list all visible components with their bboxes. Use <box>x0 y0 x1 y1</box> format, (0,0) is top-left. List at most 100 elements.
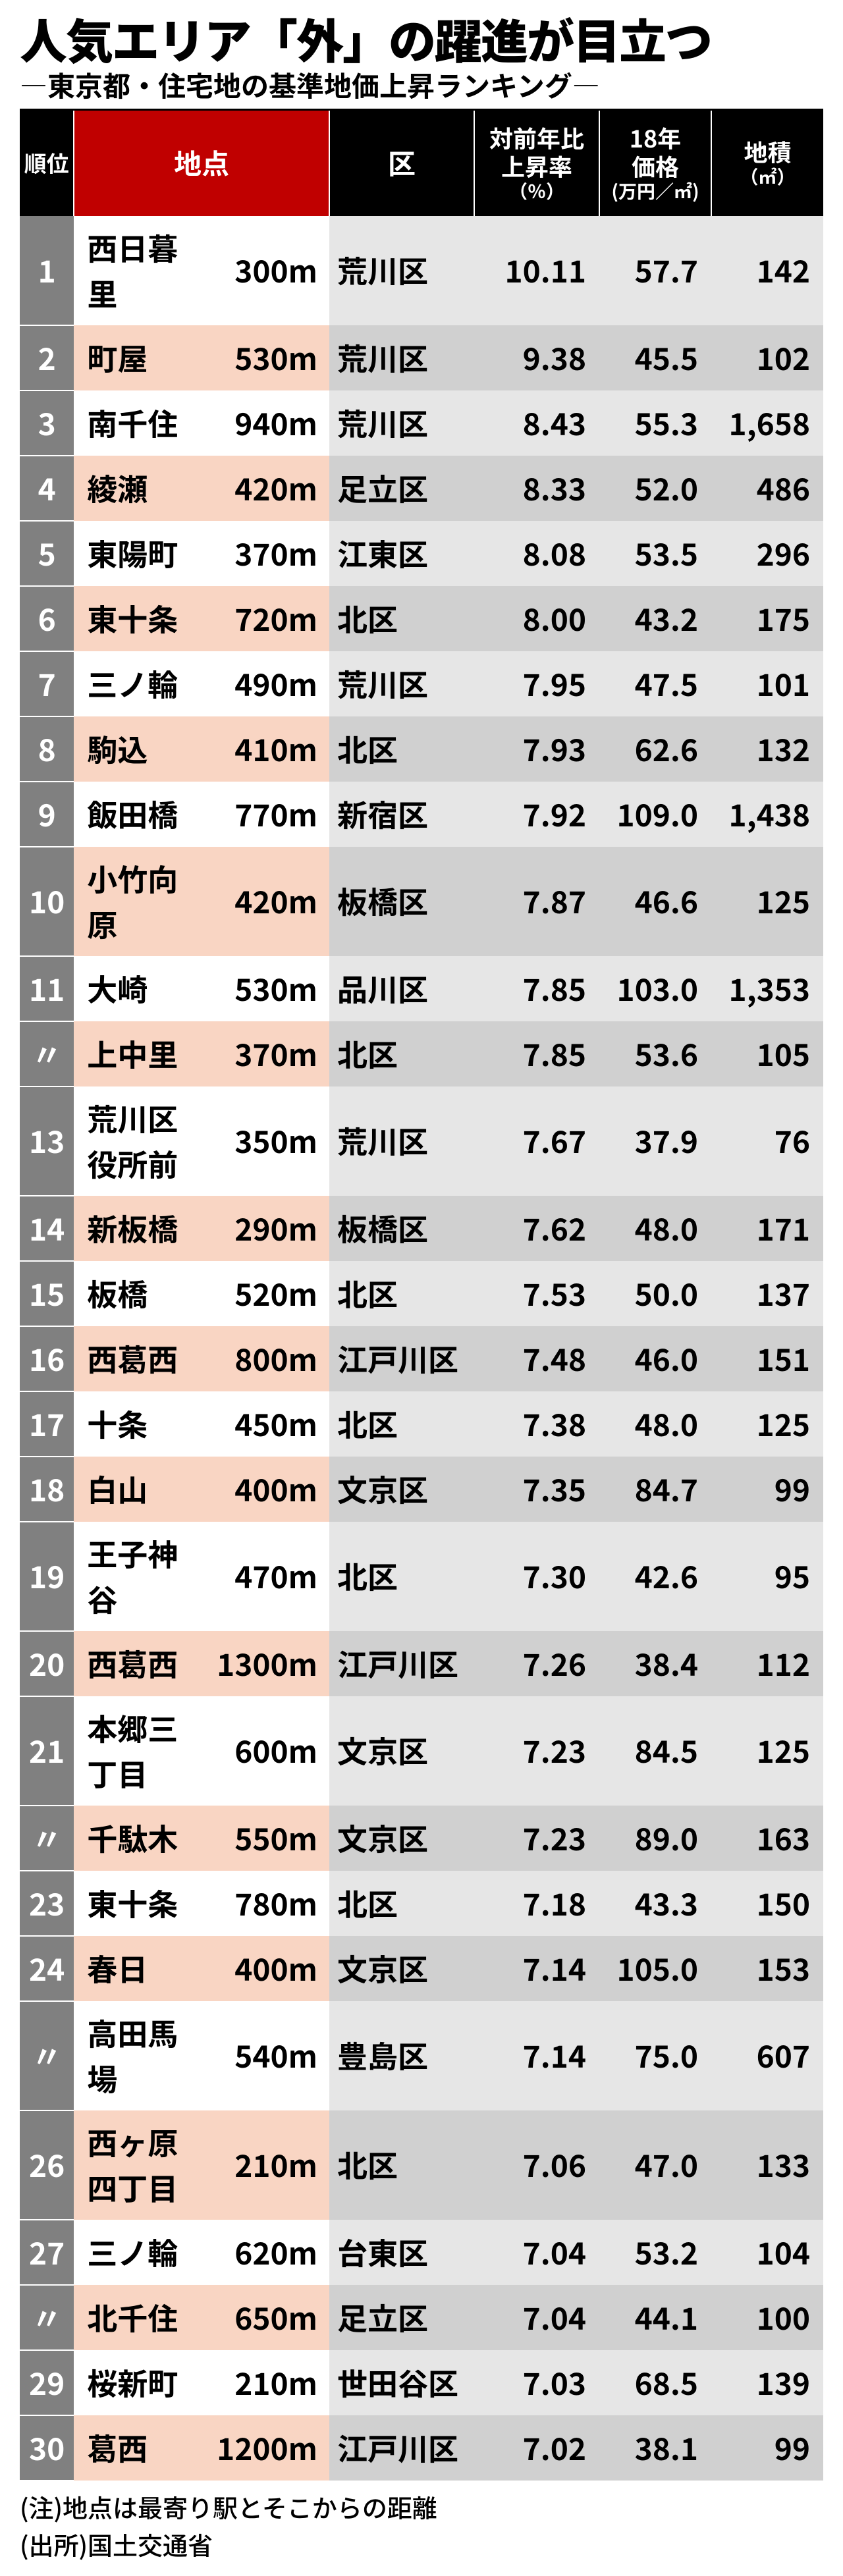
cell-rate: 7.38 <box>474 1391 599 1457</box>
cell-point-distance: 470m <box>207 1522 329 1631</box>
ranking-document: 人気エリア「外」の躍進が目立つ ―東京都・住宅地の基準地価上昇ランキング― 順位… <box>0 0 843 2576</box>
cell-rank: 14 <box>20 1196 74 1261</box>
cell-ward: 北区 <box>329 716 474 782</box>
cell-ward: 世田谷区 <box>329 2350 474 2415</box>
table-row: 19王子神谷470m北区7.3042.695 <box>20 1522 823 1631</box>
table-row: 11大崎530m品川区7.85103.01,353 <box>20 956 823 1021</box>
cell-point-name: 本郷三丁目 <box>74 1696 207 1806</box>
cell-point-name: 東十条 <box>74 586 207 651</box>
cell-area: 95 <box>711 1522 823 1631</box>
cell-rate: 7.92 <box>474 782 599 847</box>
cell-ward: 江戸川区 <box>329 2415 474 2481</box>
cell-rank: 23 <box>20 1871 74 1936</box>
cell-point-distance: 400m <box>207 1457 329 1522</box>
cell-area: 132 <box>711 716 823 782</box>
cell-ward: 江東区 <box>329 521 474 586</box>
cell-point-distance: 350m <box>207 1087 329 1196</box>
cell-point-distance: 540m <box>207 2001 329 2110</box>
cell-point-name: 千駄木 <box>74 1806 207 1871</box>
cell-ward: 江戸川区 <box>329 1631 474 1696</box>
cell-rank: 〃 <box>20 1021 74 1087</box>
cell-ward: 台東区 <box>329 2220 474 2285</box>
cell-price: 48.0 <box>599 1391 711 1457</box>
cell-price: 84.7 <box>599 1457 711 1522</box>
table-row: 10小竹向原420m板橋区7.8746.6125 <box>20 847 823 956</box>
table-row: 〃千駄木550m文京区7.2389.0163 <box>20 1806 823 1871</box>
cell-point-name: 大崎 <box>74 956 207 1021</box>
cell-point-name: 飯田橋 <box>74 782 207 847</box>
ranking-table: 順位 地点 区 対前年比 上昇率 （％） 18年 価格 (万円／㎡) 地積 （㎡… <box>20 111 823 2481</box>
cell-area: 76 <box>711 1087 823 1196</box>
cell-rate: 7.53 <box>474 1261 599 1326</box>
cell-area: 171 <box>711 1196 823 1261</box>
cell-rank: 7 <box>20 651 74 716</box>
cell-ward: 新宿区 <box>329 782 474 847</box>
cell-rate: 7.30 <box>474 1522 599 1631</box>
cell-point-name: 白山 <box>74 1457 207 1522</box>
cell-area: 133 <box>711 2110 823 2220</box>
cell-rate: 7.48 <box>474 1326 599 1391</box>
cell-ward: 荒川区 <box>329 390 474 456</box>
cell-point-name: 葛西 <box>74 2415 207 2481</box>
cell-price: 42.6 <box>599 1522 711 1631</box>
cell-price: 62.6 <box>599 716 711 782</box>
cell-point-name: 春日 <box>74 1936 207 2001</box>
main-title: 人気エリア「外」の躍進が目立つ <box>20 13 823 63</box>
cell-point-distance: 550m <box>207 1806 329 1871</box>
cell-area: 151 <box>711 1326 823 1391</box>
cell-rank: 15 <box>20 1261 74 1326</box>
header-point: 地点 <box>74 111 329 216</box>
cell-price: 105.0 <box>599 1936 711 2001</box>
cell-point-distance: 1300m <box>207 1631 329 1696</box>
cell-rate: 7.18 <box>474 1871 599 1936</box>
table-row: 7三ノ輪490m荒川区7.9547.5101 <box>20 651 823 716</box>
cell-ward: 北区 <box>329 2110 474 2220</box>
header-price: 18年 価格 (万円／㎡) <box>599 111 711 216</box>
table-row: 20西葛西1300m江戸川区7.2638.4112 <box>20 1631 823 1696</box>
cell-ward: 北区 <box>329 1261 474 1326</box>
cell-area: 137 <box>711 1261 823 1326</box>
cell-price: 46.0 <box>599 1326 711 1391</box>
cell-rate: 7.23 <box>474 1806 599 1871</box>
cell-rank: 1 <box>20 216 74 325</box>
cell-point-name: 西葛西 <box>74 1631 207 1696</box>
cell-point-distance: 370m <box>207 521 329 586</box>
cell-price: 37.9 <box>599 1087 711 1196</box>
cell-price: 44.1 <box>599 2285 711 2350</box>
cell-rank: 〃 <box>20 2001 74 2110</box>
table-row: 21本郷三丁目600m文京区7.2384.5125 <box>20 1696 823 1806</box>
cell-rate: 7.04 <box>474 2285 599 2350</box>
table-row: 24春日400m文京区7.14105.0153 <box>20 1936 823 2001</box>
cell-point-name: 東陽町 <box>74 521 207 586</box>
cell-area: 112 <box>711 1631 823 1696</box>
table-row: 6東十条720m北区8.0043.2175 <box>20 586 823 651</box>
cell-rank: 〃 <box>20 1806 74 1871</box>
cell-price: 53.6 <box>599 1021 711 1087</box>
cell-ward: 北区 <box>329 1021 474 1087</box>
cell-rank: 27 <box>20 2220 74 2285</box>
cell-rate: 10.11 <box>474 216 599 325</box>
cell-point-name: 西日暮里 <box>74 216 207 325</box>
cell-area: 125 <box>711 1696 823 1806</box>
cell-point-name: 十条 <box>74 1391 207 1457</box>
table-row: 15板橋520m北区7.5350.0137 <box>20 1261 823 1326</box>
cell-rate: 7.87 <box>474 847 599 956</box>
cell-point-name: 三ノ輪 <box>74 651 207 716</box>
cell-price: 89.0 <box>599 1806 711 1871</box>
cell-point-name: 荒川区役所前 <box>74 1087 207 1196</box>
cell-area: 142 <box>711 216 823 325</box>
cell-rank: 2 <box>20 325 74 390</box>
cell-price: 38.1 <box>599 2415 711 2481</box>
cell-rank: 20 <box>20 1631 74 1696</box>
cell-price: 50.0 <box>599 1261 711 1326</box>
table-row: 30葛西1200m江戸川区7.0238.199 <box>20 2415 823 2481</box>
cell-rate: 7.02 <box>474 2415 599 2481</box>
cell-rate: 7.06 <box>474 2110 599 2220</box>
cell-point-distance: 770m <box>207 782 329 847</box>
cell-area: 1,353 <box>711 956 823 1021</box>
cell-area: 1,438 <box>711 782 823 847</box>
cell-price: 45.5 <box>599 325 711 390</box>
header-ward: 区 <box>329 111 474 216</box>
cell-rate: 7.26 <box>474 1631 599 1696</box>
cell-rank: 8 <box>20 716 74 782</box>
